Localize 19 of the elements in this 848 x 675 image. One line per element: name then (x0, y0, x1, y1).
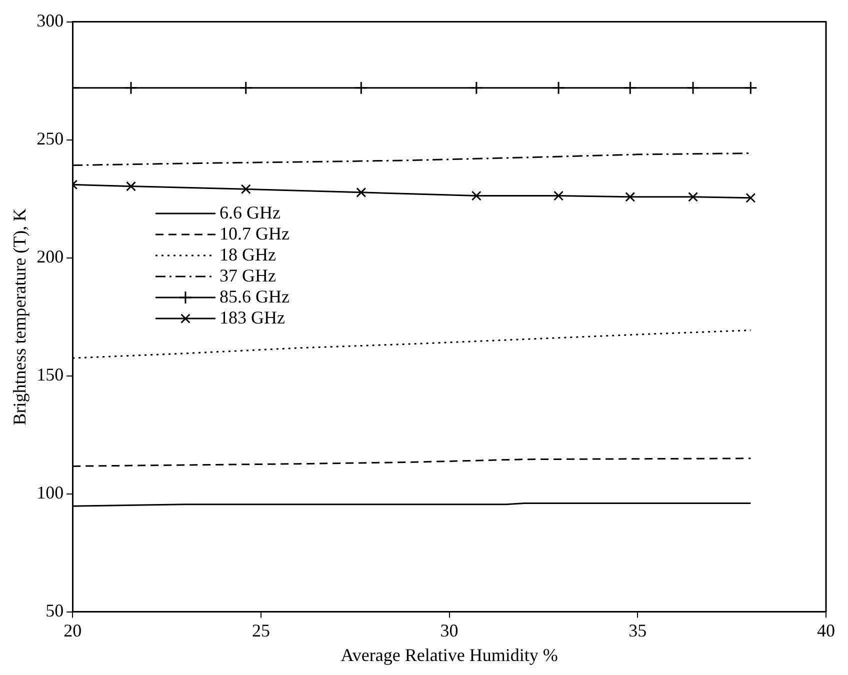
y-tick-label: 200 (36, 246, 64, 267)
x-tick-label: 40 (817, 620, 835, 640)
y-tick-label: 100 (36, 482, 64, 503)
x-tick-label: 35 (628, 620, 647, 640)
legend-label: 10.7 GHz (219, 223, 290, 244)
x-tick-label: 25 (252, 620, 270, 640)
legend-label: 37 GHz (219, 265, 276, 286)
y-tick-label: 250 (36, 128, 64, 149)
legend-label: 18 GHz (219, 244, 276, 264)
x-tick-label: 20 (64, 620, 82, 640)
y-tick-label: 50 (46, 600, 64, 621)
x-axis-title: Average Relative Humidity % (340, 644, 558, 665)
legend-label: 85.6 GHz (219, 286, 290, 306)
y-tick-label: 300 (36, 10, 64, 31)
legend-label: 6.6 GHz (219, 202, 280, 222)
x-tick-label: 30 (440, 620, 458, 640)
y-tick-label: 150 (36, 364, 64, 385)
legend-label: 183 GHz (219, 307, 285, 328)
y-axis-title: Brightness temperature (T), K (10, 208, 30, 426)
